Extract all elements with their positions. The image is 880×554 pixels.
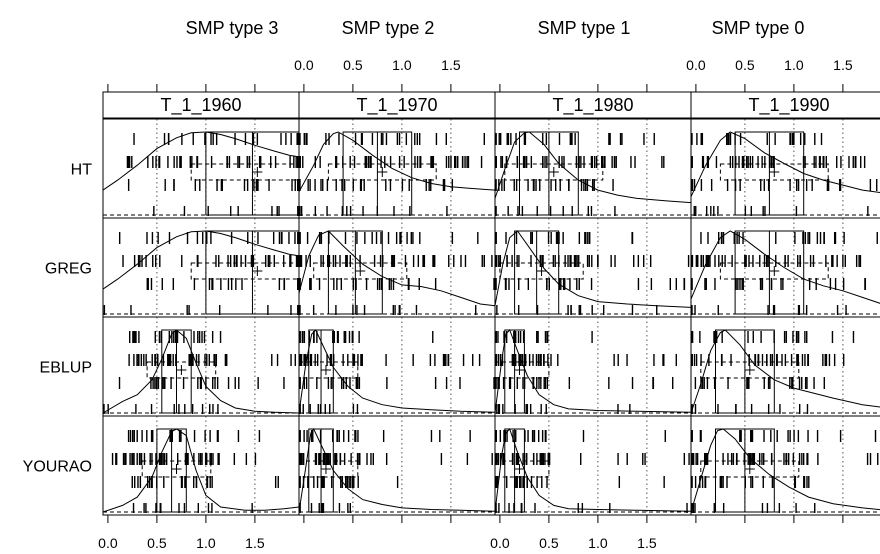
bottom-tick-label: 1.0 <box>196 535 216 551</box>
bottom-tick-label: 0.5 <box>147 535 167 551</box>
density-curve <box>298 131 496 193</box>
dashed-interval <box>327 163 437 181</box>
density-curve <box>494 428 692 513</box>
dashed-interval <box>504 163 604 181</box>
panel-border <box>690 316 880 417</box>
panel-T_1_1970-HT <box>298 118 496 219</box>
top-tick-label: 1.5 <box>833 57 853 73</box>
strip-label: T_1_1990 <box>748 95 829 116</box>
bottom-tick-label: 0.0 <box>490 535 510 551</box>
bottom-tick-label: 1.5 <box>245 535 265 551</box>
dashed-interval <box>719 163 829 181</box>
panel-grid: T_1_1960 T_1_1970 T_1_1980 T_1_1990 HT GREG EB… <box>23 57 880 551</box>
density-curve <box>298 329 496 414</box>
panel-T_1_1990-GREG <box>690 217 880 318</box>
bottom-tick-label: 0.0 <box>98 535 118 551</box>
density-curve <box>102 131 300 191</box>
top-tick-label: 0.0 <box>294 57 314 73</box>
density-curve <box>494 329 692 414</box>
dashed-interval <box>499 262 584 280</box>
panel-border <box>298 316 496 417</box>
strip-background <box>494 91 692 119</box>
panel-T_1_1960-HT <box>102 118 300 219</box>
density-curve <box>494 131 692 204</box>
top-tick-label: 1.0 <box>784 57 804 73</box>
top-label-smp-type-0: SMP type 0 <box>712 18 805 38</box>
strip-label: T_1_1960 <box>160 95 241 116</box>
bottom-tick-label: 0.5 <box>539 535 559 551</box>
top-label-smp-type-3: SMP type 3 <box>186 18 279 38</box>
row-label-HT: HT <box>71 162 93 179</box>
top-tick-label: 0.5 <box>735 57 755 73</box>
row-label-GREG: GREG <box>45 261 92 278</box>
density-curve <box>102 230 300 290</box>
top-label-smp-type-2: SMP type 2 <box>342 18 435 38</box>
panel-border <box>690 415 880 516</box>
panel-T_1_1990-EBLUP <box>690 316 880 417</box>
panel-T_1_1980-YOURAO <box>494 415 692 516</box>
panel-T_1_1960-GREG <box>102 217 300 318</box>
panel-border <box>690 118 880 219</box>
strip-background <box>102 91 300 119</box>
dashed-interval <box>313 262 408 280</box>
panel-T_1_1990-YOURAO <box>690 415 880 516</box>
density-curve <box>102 428 300 513</box>
panel-T_1_1960-EBLUP <box>102 316 300 417</box>
top-tick-label: 0.0 <box>686 57 706 73</box>
panel-T_1_1980-HT <box>494 118 692 219</box>
density-curve <box>690 329 880 414</box>
dashed-interval <box>146 361 217 379</box>
strip-T_1_1990: T_1_1990 <box>690 91 880 119</box>
strip-background <box>298 91 496 119</box>
top-label-smp-type-1: SMP type 1 <box>538 18 631 38</box>
bottom-tick-label: 1.5 <box>637 535 657 551</box>
strip-T_1_1980: T_1_1980 <box>494 91 692 119</box>
panel-border <box>298 415 496 516</box>
strip-T_1_1960: T_1_1960 <box>102 91 300 119</box>
panel-border <box>494 217 692 318</box>
density-curve <box>298 230 496 307</box>
panel-T_1_1980-GREG <box>494 217 692 318</box>
density-curve <box>690 230 880 304</box>
dashed-interval <box>141 460 212 478</box>
dashed-interval <box>719 262 829 280</box>
top-tick-label: 1.0 <box>392 57 412 73</box>
strip-background <box>690 91 880 119</box>
row-label-YOURAO: YOURAO <box>23 459 92 476</box>
panel-T_1_1960-YOURAO <box>102 415 300 516</box>
panel-T_1_1970-YOURAO <box>298 415 496 516</box>
strip-T_1_1970: T_1_1970 <box>298 91 496 119</box>
density-curve <box>690 428 880 513</box>
density-curve <box>690 131 880 197</box>
row-label-EBLUP: EBLUP <box>40 360 92 377</box>
strip-label: T_1_1980 <box>552 95 633 116</box>
panel-T_1_1970-GREG <box>298 217 496 318</box>
top-tick-label: 0.5 <box>343 57 363 73</box>
top-tick-label: 1.5 <box>441 57 461 73</box>
panel-T_1_1980-EBLUP <box>494 316 692 417</box>
strip-label: T_1_1970 <box>356 95 437 116</box>
density-curve <box>102 329 300 414</box>
bottom-tick-label: 1.0 <box>588 535 608 551</box>
panel-T_1_1990-HT <box>690 118 880 219</box>
dashed-interval <box>190 163 300 181</box>
density-curve <box>298 428 496 513</box>
density-curve <box>494 230 692 308</box>
panel-T_1_1970-EBLUP <box>298 316 496 417</box>
